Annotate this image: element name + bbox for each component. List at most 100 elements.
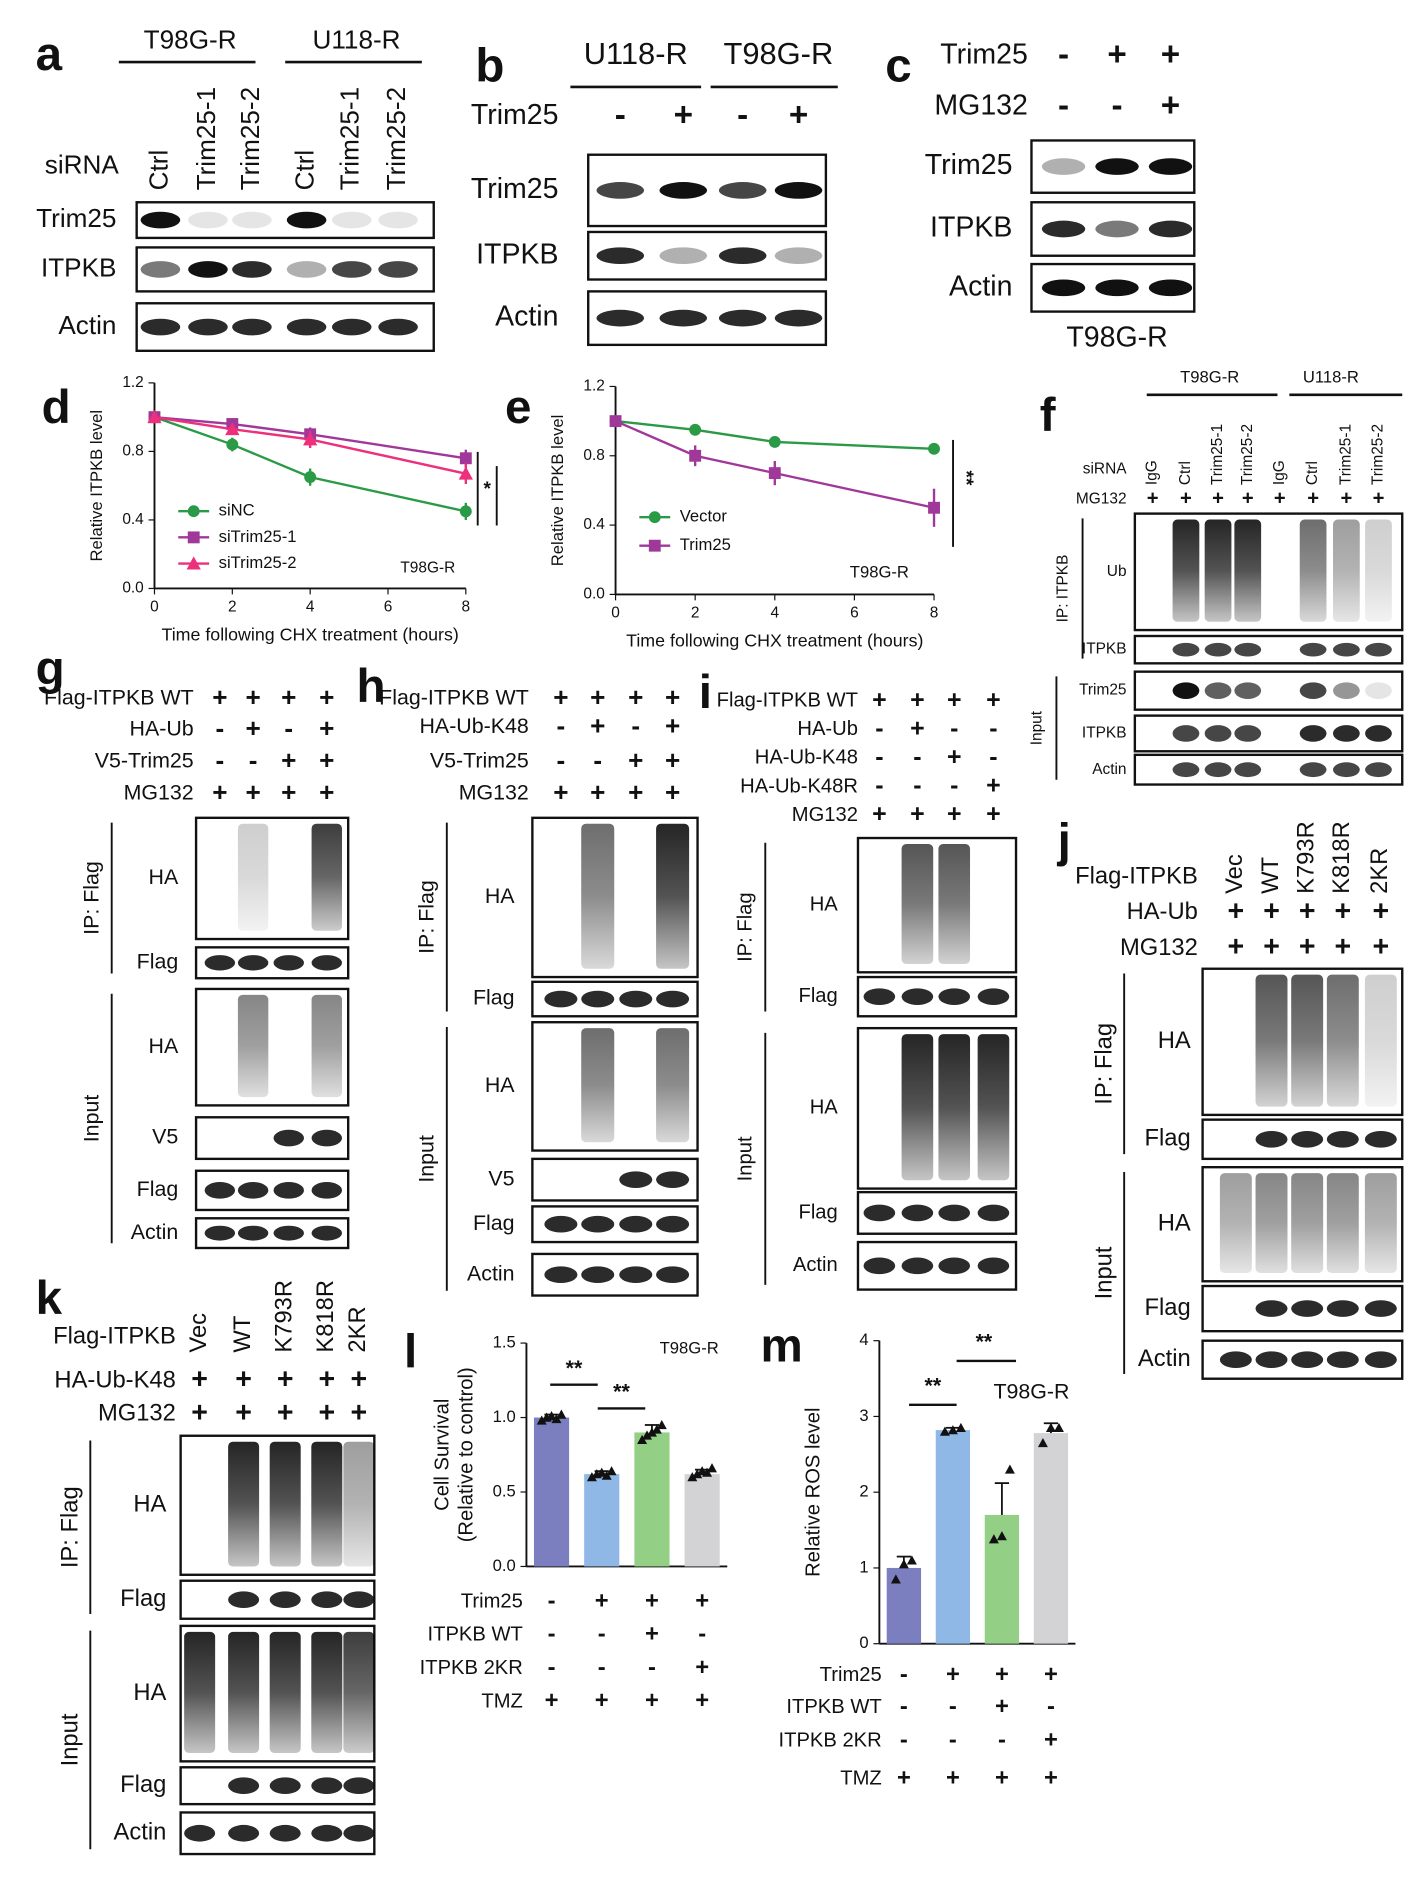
data-point: [906, 1555, 917, 1565]
blot-band: [901, 988, 934, 1005]
data-point: [947, 1425, 958, 1435]
blot-band: [863, 1204, 896, 1222]
data-point: [556, 1409, 567, 1419]
annotation: **: [613, 1380, 630, 1404]
blot-smear: [343, 1441, 375, 1567]
blot-row-label: ITPKB: [930, 212, 1012, 244]
blot-row-label: Flag: [137, 1177, 179, 1201]
blot-smear: [581, 823, 615, 969]
data-point: [687, 1472, 698, 1482]
blot-row-label: HA: [485, 1073, 515, 1097]
series-line: [154, 416, 467, 513]
blot-band: [232, 318, 272, 336]
data-point: [1045, 1422, 1056, 1432]
x-tick-label: 8: [930, 605, 939, 622]
y-axis-label: Relative ITPKB level: [87, 410, 106, 562]
blot-row-label: Actin: [467, 1261, 515, 1285]
blot-band: [311, 1182, 343, 1199]
condition-label: Trim25: [461, 1590, 523, 1612]
blot-band: [718, 247, 767, 265]
blot-band: [273, 1225, 304, 1241]
blot-band: [228, 1824, 260, 1842]
blot-row-label: Actin: [58, 310, 116, 340]
blot-band: [1333, 725, 1360, 742]
blot-row-label: HA: [149, 865, 179, 889]
blot-band: [343, 1777, 375, 1795]
condition-sign: +: [695, 1587, 709, 1614]
blot-row-label: ITPKB: [1082, 725, 1127, 742]
blot-band: [1364, 1130, 1397, 1148]
blot-band: [273, 1182, 304, 1199]
blot-smear: [311, 1441, 343, 1567]
condition-sign: -: [249, 745, 258, 775]
blot-row-label: Flag: [798, 985, 837, 1007]
blot-band: [1234, 642, 1262, 657]
blot-smear: [311, 994, 343, 1098]
blot-band: [331, 211, 372, 229]
blot-band: [1148, 158, 1193, 175]
blot-row-label: V5: [488, 1166, 514, 1190]
condition-label: MG132: [459, 781, 529, 805]
bar: [634, 1432, 670, 1567]
condition-sign: +: [318, 1397, 335, 1429]
lane-label: Trim25-1: [1337, 424, 1354, 485]
data-point: [928, 442, 940, 455]
condition-sign: +: [1107, 36, 1126, 73]
data-point: [689, 449, 702, 462]
section-label: IP: Flag: [57, 1486, 84, 1568]
condition-sign: +: [1299, 895, 1316, 927]
blot-band: [1365, 682, 1392, 699]
blot-band: [237, 1225, 269, 1241]
blot-band: [659, 247, 708, 265]
condition-sign: +: [1373, 488, 1385, 510]
blot-row-label: HA: [485, 884, 515, 908]
section-label: Input: [1028, 710, 1045, 745]
blot-band: [938, 988, 971, 1005]
condition-sign: +: [946, 1764, 960, 1791]
blot-row-label: V5: [152, 1125, 178, 1149]
condition-sign: -: [557, 745, 566, 775]
blot-band: [378, 318, 418, 336]
panel-letter: j: [1057, 815, 1071, 868]
blot-band: [1095, 279, 1139, 297]
annotation: T98G-R: [660, 1338, 719, 1357]
condition-sign: +: [1161, 87, 1180, 124]
data-point: [939, 1426, 950, 1436]
condition-sign: +: [1299, 931, 1316, 963]
blot-row-label: HA: [810, 1097, 839, 1119]
blot-band: [204, 955, 236, 971]
x-tick-label: 6: [850, 605, 859, 622]
y-tick-label: 0.8: [583, 447, 604, 464]
blot-band: [1095, 158, 1139, 175]
blot-band: [1234, 762, 1262, 778]
legend-label: Vector: [680, 507, 728, 526]
blot-row-label: Actin: [793, 1254, 838, 1276]
blot-smear: [1326, 1173, 1359, 1273]
blot-row-label: Actin: [495, 301, 558, 333]
blot-smear: [343, 1631, 375, 1754]
condition-sign: +: [595, 1587, 609, 1614]
panel-letter: k: [36, 1272, 63, 1325]
condition-sign: +: [212, 682, 227, 712]
blot-band: [619, 1266, 653, 1284]
blot-band: [378, 261, 418, 278]
condition-sign: -: [949, 1693, 957, 1720]
condition-sign: +: [986, 686, 1001, 714]
blot-band: [1041, 279, 1086, 297]
blot-band: [938, 1204, 971, 1222]
panel-letter: d: [42, 381, 71, 434]
blot-band: [1291, 1351, 1324, 1369]
blot-band: [938, 1257, 971, 1275]
blot-row-label: Flag: [473, 1211, 515, 1235]
data-point: [536, 1415, 547, 1425]
condition-sign: +: [191, 1397, 208, 1429]
blot-band: [619, 1171, 653, 1188]
data-point: [225, 422, 240, 436]
blot-band: [544, 1215, 578, 1233]
series-line: [615, 420, 935, 509]
data-point: [609, 415, 622, 428]
condition-sign: -: [615, 96, 626, 133]
condition-sign: +: [1180, 488, 1192, 510]
blot-row-label: Actin: [114, 1819, 167, 1846]
